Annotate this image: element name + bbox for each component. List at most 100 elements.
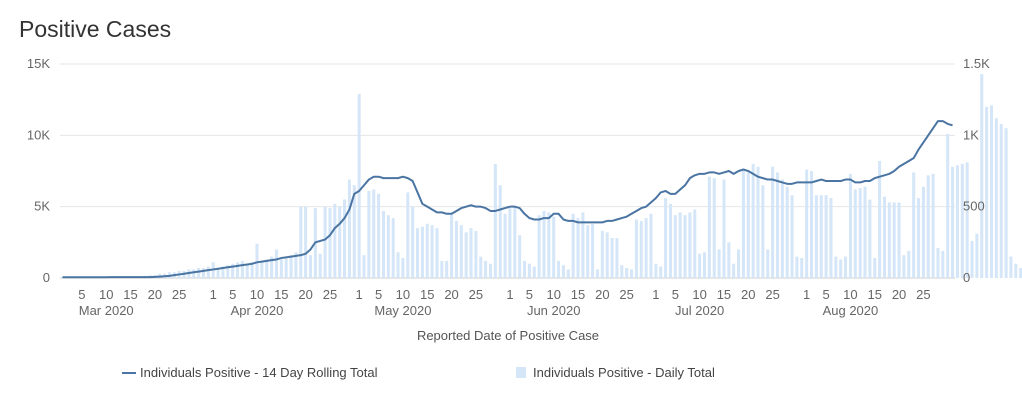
daily-total-bar[interactable]: [532, 266, 536, 278]
daily-total-bar[interactable]: [610, 238, 614, 278]
daily-total-bar[interactable]: [484, 260, 488, 278]
daily-total-bar[interactable]: [308, 255, 313, 278]
daily-total-bar[interactable]: [702, 252, 707, 278]
daily-total-bar[interactable]: [591, 223, 595, 278]
daily-total-bar[interactable]: [381, 210, 385, 278]
daily-total-bar[interactable]: [863, 186, 867, 278]
daily-total-bar[interactable]: [951, 166, 955, 278]
daily-total-bar[interactable]: [279, 259, 283, 278]
daily-total-bar[interactable]: [192, 269, 196, 278]
daily-total-bar[interactable]: [882, 196, 886, 278]
daily-total-bar[interactable]: [790, 195, 794, 278]
daily-total-bar[interactable]: [323, 206, 327, 278]
daily-total-bar[interactable]: [605, 232, 609, 278]
daily-total-bar[interactable]: [994, 118, 998, 279]
daily-total-bar[interactable]: [878, 161, 882, 278]
daily-total-bar[interactable]: [673, 215, 677, 278]
daily-total-bar[interactable]: [576, 218, 580, 278]
daily-total-bar[interactable]: [727, 242, 731, 278]
daily-total-bar[interactable]: [493, 163, 497, 278]
daily-total-bar[interactable]: [698, 253, 702, 278]
daily-total-bar[interactable]: [756, 166, 760, 278]
daily-total-bar[interactable]: [255, 243, 259, 278]
daily-total-bar[interactable]: [377, 193, 381, 278]
daily-total-bar[interactable]: [595, 269, 599, 278]
daily-total-bar[interactable]: [411, 206, 415, 278]
daily-total-bar[interactable]: [454, 220, 458, 278]
daily-total-bar[interactable]: [965, 162, 969, 278]
daily-total-bar[interactable]: [902, 255, 906, 278]
daily-total-bar[interactable]: [459, 225, 463, 278]
daily-total-bar[interactable]: [800, 258, 804, 278]
daily-total-bar[interactable]: [1014, 263, 1018, 278]
daily-total-bar[interactable]: [216, 268, 220, 278]
daily-total-bar[interactable]: [1009, 256, 1013, 278]
daily-total-bar[interactable]: [985, 106, 989, 278]
daily-total-bar[interactable]: [620, 265, 624, 278]
daily-total-bar[interactable]: [357, 93, 361, 279]
daily-total-bar[interactable]: [615, 238, 619, 278]
daily-total-bar[interactable]: [347, 179, 351, 278]
daily-total-bar[interactable]: [761, 185, 765, 278]
daily-total-bar[interactable]: [274, 249, 278, 278]
daily-total-bar[interactable]: [581, 212, 585, 278]
daily-total-bar[interactable]: [284, 258, 288, 278]
daily-total-bar[interactable]: [917, 198, 921, 278]
daily-total-bar[interactable]: [732, 263, 736, 278]
daily-total-bar[interactable]: [892, 202, 896, 278]
daily-total-bar[interactable]: [513, 206, 517, 278]
daily-total-bar[interactable]: [639, 220, 643, 278]
daily-total-bar[interactable]: [707, 176, 711, 278]
daily-total-bar[interactable]: [834, 256, 838, 278]
daily-total-bar[interactable]: [989, 105, 993, 279]
daily-total-bar[interactable]: [245, 263, 249, 278]
daily-total-bar[interactable]: [805, 169, 809, 278]
daily-total-bar[interactable]: [201, 268, 205, 278]
daily-total-bar[interactable]: [430, 225, 434, 278]
daily-total-bar[interactable]: [644, 218, 648, 278]
daily-total-bar[interactable]: [440, 260, 444, 278]
daily-total-bar[interactable]: [401, 258, 405, 278]
daily-total-bar[interactable]: [367, 190, 371, 278]
daily-total-bar[interactable]: [561, 265, 565, 278]
daily-total-bar[interactable]: [352, 185, 356, 278]
daily-total-bar[interactable]: [265, 259, 269, 278]
daily-total-bar[interactable]: [897, 202, 901, 278]
daily-total-bar[interactable]: [664, 198, 668, 278]
daily-total-bar[interactable]: [625, 268, 629, 278]
daily-total-bar[interactable]: [780, 179, 784, 278]
daily-total-bar[interactable]: [391, 218, 395, 278]
daily-total-bar[interactable]: [839, 259, 843, 278]
daily-total-bar[interactable]: [810, 171, 814, 278]
daily-total-bar[interactable]: [537, 215, 541, 278]
daily-total-bar[interactable]: [926, 175, 930, 278]
daily-total-bar[interactable]: [941, 250, 945, 278]
daily-total-bar[interactable]: [386, 215, 390, 278]
daily-total-bar[interactable]: [547, 212, 551, 278]
daily-total-bar[interactable]: [372, 189, 376, 278]
daily-total-bar[interactable]: [771, 166, 775, 278]
daily-total-bar[interactable]: [649, 213, 653, 278]
daily-total-bar[interactable]: [328, 208, 332, 278]
daily-total-bar[interactable]: [819, 195, 823, 278]
daily-total-bar[interactable]: [844, 256, 848, 278]
daily-total-bar[interactable]: [498, 185, 502, 278]
daily-total-bar[interactable]: [586, 225, 590, 278]
daily-total-bar[interactable]: [260, 260, 264, 278]
daily-total-bar[interactable]: [960, 163, 964, 278]
daily-total-bar[interactable]: [304, 206, 308, 278]
daily-total-bar[interactable]: [362, 255, 366, 278]
daily-total-bar[interactable]: [678, 212, 682, 278]
daily-total-bar[interactable]: [474, 230, 478, 278]
daily-total-bar[interactable]: [557, 260, 561, 278]
daily-total-bar[interactable]: [654, 263, 658, 278]
daily-total-bar[interactable]: [226, 265, 230, 278]
daily-total-bar[interactable]: [1004, 128, 1008, 278]
daily-total-bar[interactable]: [868, 199, 872, 278]
daily-total-bar[interactable]: [814, 195, 818, 278]
daily-total-bar[interactable]: [542, 210, 546, 278]
daily-total-bar[interactable]: [946, 133, 950, 278]
daily-total-bar[interactable]: [999, 123, 1003, 278]
legend-item-rolling-total[interactable]: Individuals Positive - 14 Day Rolling To…: [122, 365, 378, 380]
daily-total-bar[interactable]: [240, 260, 244, 278]
